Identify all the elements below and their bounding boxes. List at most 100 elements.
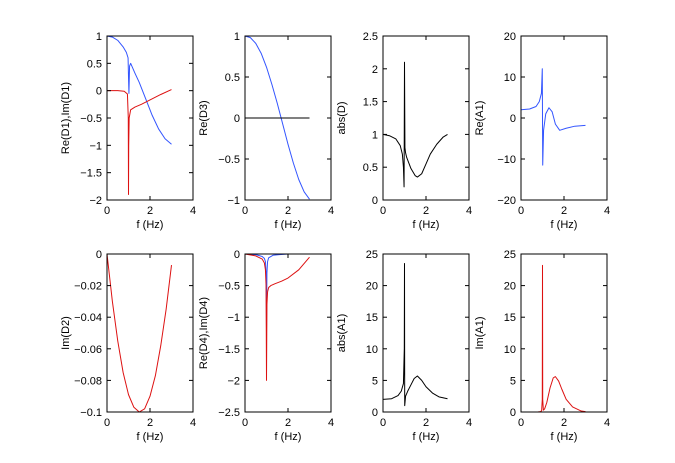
- subplot-6: 0 2 4 −2.5 −2 −1.5 −1 −0.5 0 f (Hz) Re(D4),Im(D4): [198, 249, 334, 443]
- y-axis-label: Re(D1),Im(D1): [60, 82, 72, 154]
- y-tick-label: −1: [227, 312, 240, 324]
- y-tick-label: −0.08: [74, 375, 102, 387]
- y-tick-label: 2: [372, 64, 378, 76]
- y-axis-label: abs(D): [336, 101, 348, 134]
- series-line-re-d1: [106, 35, 172, 145]
- y-tick-label: 0: [372, 195, 378, 207]
- y-tick-label: −2: [227, 375, 240, 387]
- x-tick-label: 4: [328, 205, 334, 217]
- x-tick-label: 2: [285, 205, 291, 217]
- y-tick-label: 25: [504, 249, 516, 261]
- y-tick-label: 0.5: [225, 72, 240, 84]
- subplot-4: 0 2 4 −20 −10 0 10 20 f (Hz) Re(A1): [474, 31, 610, 231]
- subplot-8: 0 2 4 0 5 10 15 20 25 f (Hz) Im(A1): [474, 249, 610, 443]
- y-tick-label: 0: [96, 86, 102, 98]
- series-line-re-d4: [244, 253, 310, 331]
- y-tick-label: 0: [234, 113, 240, 125]
- y-tick-label: 2.5: [363, 31, 378, 43]
- x-tick-label: 2: [147, 205, 153, 217]
- x-tick-label: 2: [423, 205, 429, 217]
- x-tick-label: 2: [561, 205, 567, 217]
- axes-frame: [382, 35, 470, 201]
- y-tick-label: 0: [510, 407, 516, 419]
- y-tick-label: 0.5: [87, 58, 102, 70]
- series-line-re-d3: [244, 35, 310, 200]
- x-tick-label: 0: [104, 205, 110, 217]
- y-tick-label: −0.5: [80, 113, 102, 125]
- y-tick-label: −1.5: [218, 344, 240, 356]
- x-axis-label: f (Hz): [551, 219, 578, 231]
- x-tick-label: 0: [242, 417, 248, 429]
- y-axis-label: Re(A1): [474, 101, 486, 136]
- x-tick-label: 4: [466, 205, 472, 217]
- y-axis-label: Im(D2): [60, 316, 72, 350]
- subplot-7: 0 2 4 0 5 10 15 20 25 f (Hz) abs(A1): [336, 249, 472, 443]
- y-tick-label: 0: [234, 249, 240, 261]
- y-tick-label: 25: [366, 249, 378, 261]
- series-line-re-a1: [520, 68, 586, 166]
- x-tick-label: 4: [604, 417, 610, 429]
- x-tick-label: 2: [285, 417, 291, 429]
- axes-frame: [520, 253, 608, 413]
- y-tick-label: 20: [504, 31, 516, 43]
- y-tick-label: 20: [366, 281, 378, 293]
- y-tick-label: −0.04: [74, 312, 102, 324]
- x-axis-label: f (Hz): [137, 219, 164, 231]
- subplot-2: 0 2 4 −1 −0.5 0 0.5 1 f (Hz) Re(D3): [198, 31, 334, 231]
- y-tick-label: 0: [96, 249, 102, 261]
- y-tick-label: 0: [510, 113, 516, 125]
- y-tick-label: 0: [372, 407, 378, 419]
- subplot-3: 0 2 4 0 0.5 1 1.5 2 2.5 f (Hz) abs(D): [336, 31, 472, 231]
- x-tick-label: 4: [466, 417, 472, 429]
- y-tick-label: 10: [504, 344, 516, 356]
- y-tick-label: 10: [504, 72, 516, 84]
- y-tick-label: 15: [504, 312, 516, 324]
- x-tick-label: 0: [380, 205, 386, 217]
- y-tick-label: −0.02: [74, 281, 102, 293]
- x-axis-label: f (Hz): [413, 431, 440, 443]
- x-tick-label: 0: [104, 417, 110, 429]
- x-axis-label: f (Hz): [413, 219, 440, 231]
- y-axis-label: Re(D4),Im(D4): [198, 297, 210, 369]
- x-tick-label: 4: [190, 417, 196, 429]
- series-line-im-a1: [521, 264, 586, 413]
- x-tick-label: 0: [380, 417, 386, 429]
- y-tick-label: −2.5: [218, 407, 240, 419]
- y-tick-label: 5: [372, 375, 378, 387]
- y-tick-label: 1: [234, 31, 240, 43]
- y-tick-label: −1.5: [80, 168, 102, 180]
- x-tick-label: 0: [518, 205, 524, 217]
- y-tick-label: −2: [89, 195, 102, 207]
- y-tick-label: 20: [504, 281, 516, 293]
- x-tick-label: 4: [604, 205, 610, 217]
- series-line-im-d4: [244, 253, 310, 381]
- x-axis-label: f (Hz): [275, 219, 302, 231]
- x-tick-label: 2: [423, 417, 429, 429]
- y-axis-label: abs(A1): [336, 314, 348, 353]
- series-line-abs-d: [382, 61, 448, 188]
- y-tick-label: −10: [497, 154, 516, 166]
- y-tick-label: 0.5: [363, 162, 378, 174]
- y-tick-label: −1: [227, 195, 240, 207]
- x-axis-label: f (Hz): [137, 431, 164, 443]
- y-tick-label: −0.1: [80, 407, 102, 419]
- subplot-1: 0 2 4 −2 −1.5 −1 −0.5 0 0.5 1 f (Hz) Re(D1),Im(D1): [60, 31, 196, 231]
- y-tick-label: −1: [89, 140, 102, 152]
- axes-frame: [106, 253, 194, 413]
- series-line-im-d1: [107, 89, 172, 196]
- series-line-im-d2: [106, 253, 172, 413]
- y-tick-label: −0.5: [218, 154, 240, 166]
- y-tick-label: −0.06: [74, 344, 102, 356]
- x-tick-label: 2: [561, 417, 567, 429]
- y-tick-label: 1: [96, 31, 102, 43]
- y-tick-label: 10: [366, 344, 378, 356]
- x-tick-label: 0: [518, 417, 524, 429]
- axes-frame: [520, 35, 608, 201]
- subplot-5: 0 2 4 −0.1 −0.08 −0.06 −0.04 −0.02 0 f (Hz) Im(D2): [60, 249, 196, 443]
- x-tick-label: 0: [242, 205, 248, 217]
- x-tick-label: 2: [147, 417, 153, 429]
- series-line-abs-a1: [382, 262, 448, 407]
- y-tick-label: 1.5: [363, 97, 378, 109]
- x-tick-label: 4: [328, 417, 334, 429]
